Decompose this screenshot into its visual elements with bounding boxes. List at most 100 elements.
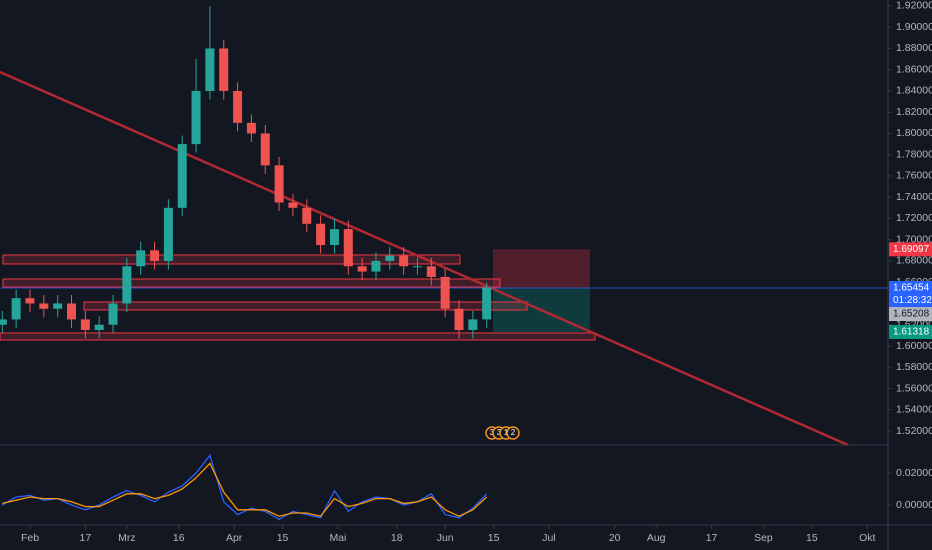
candle-body	[233, 90, 243, 123]
candle-body	[191, 90, 201, 145]
candle-body	[25, 298, 35, 304]
x-tick-label: 15	[488, 532, 500, 544]
candle-body	[163, 207, 173, 261]
tag-label: 1.61318	[893, 327, 930, 338]
candle-body	[246, 122, 256, 134]
event-badge	[506, 426, 520, 440]
price-tag: 1.65208	[889, 307, 932, 322]
x-tick-label: Mrz	[118, 532, 136, 544]
y-tick-label: 1.52000	[896, 425, 932, 437]
candle-body	[357, 266, 367, 272]
candle-body	[468, 319, 478, 331]
candle-body	[274, 165, 284, 203]
candle-body	[39, 303, 49, 309]
x-tick-label: 18	[391, 532, 403, 544]
y-tick-label: 1.60000	[896, 340, 932, 352]
x-tick-label: 17	[80, 532, 92, 544]
countdown: 01:28:32	[893, 295, 932, 306]
candle-body	[177, 144, 187, 208]
candle-body	[205, 48, 215, 91]
x-tick-label: Feb	[21, 532, 39, 544]
price-tag: 1.65454	[889, 281, 932, 296]
y-tick-label: 1.58000	[896, 361, 932, 373]
candle-body	[11, 298, 21, 320]
tag-label: 1.69097	[893, 244, 930, 255]
tag-box	[889, 307, 932, 322]
candle-body	[53, 303, 63, 309]
price-tag: 1.69097	[889, 242, 932, 257]
x-tick-label: Jun	[437, 532, 454, 544]
y-tick-label: 1.88000	[896, 42, 932, 54]
candle-body	[94, 324, 104, 331]
candle-body	[219, 48, 229, 91]
y-tick-label: 1.82000	[896, 106, 932, 118]
y-tick-label: 1.90000	[896, 21, 932, 33]
price-tag: 1.61318	[889, 324, 932, 339]
tag-box	[889, 324, 932, 339]
zone	[0, 332, 596, 341]
y-tick-label: 1.92000	[896, 0, 932, 12]
candle-body	[150, 250, 160, 261]
x-tick-label: 16	[173, 532, 185, 544]
x-tick-label: 15	[277, 532, 289, 544]
y-tick-label: 1.74000	[896, 191, 932, 203]
drawings	[0, 70, 849, 447]
position-tool	[493, 249, 590, 332]
candle-body	[399, 255, 409, 267]
tag-box	[889, 281, 932, 296]
event-count: 2	[511, 428, 516, 437]
zone	[2, 254, 461, 265]
y-tick-label: 1.56000	[896, 382, 932, 394]
candle-body	[108, 303, 118, 325]
countdown-tag: 01:28:32	[889, 294, 932, 308]
y-tick-label: 1.84000	[896, 85, 932, 97]
candle-body	[482, 287, 492, 320]
y-tick-label: 1.78000	[896, 148, 932, 160]
candle-body	[426, 266, 436, 277]
candle-body	[454, 308, 464, 331]
candle-body	[343, 229, 353, 267]
tag-label: 1.65454	[893, 283, 930, 294]
candle-body	[80, 319, 90, 331]
candle-body	[67, 303, 77, 320]
candle-body	[302, 207, 312, 224]
y-tick-label: 1.54000	[896, 404, 932, 416]
candle-body	[385, 255, 395, 261]
candle-body	[122, 266, 132, 304]
candle-body	[136, 250, 146, 267]
x-tick-label: Aug	[647, 532, 666, 544]
tag-box	[889, 242, 932, 257]
trend-line	[0, 70, 849, 447]
candle-body	[260, 133, 270, 166]
x-tick-label: Apr	[226, 532, 243, 544]
y-tick-label: 1.68000	[896, 255, 932, 267]
indicator-line	[1, 454, 488, 521]
stop-zone	[493, 249, 590, 289]
candle-body	[329, 229, 339, 246]
candle-body	[371, 260, 381, 272]
x-tick-label: 17	[706, 532, 718, 544]
candle-body	[440, 276, 450, 309]
candle-body	[288, 202, 298, 208]
y-tick-label: 1.72000	[896, 212, 932, 224]
y-tick-label: 1.80000	[896, 127, 932, 139]
x-tick-label: Sep	[754, 532, 773, 544]
candle-body	[316, 223, 326, 246]
y-tick-label: 0.00000	[896, 499, 932, 511]
tag-box	[889, 294, 932, 308]
x-tick-label: 20	[609, 532, 621, 544]
x-tick-label: 15	[806, 532, 818, 544]
candle-body	[412, 266, 422, 268]
zone	[2, 278, 501, 288]
y-tick-label: 1.86000	[896, 63, 932, 75]
x-tick-label: Okt	[859, 532, 875, 544]
zone	[83, 301, 528, 311]
x-tick-label: Jul	[542, 532, 555, 544]
tag-label: 1.65208	[893, 309, 930, 320]
y-tick-label: 1.76000	[896, 170, 932, 182]
y-tick-label: 0.02000	[896, 467, 932, 479]
candle-body	[0, 319, 7, 325]
indicator-line	[2, 462, 488, 517]
